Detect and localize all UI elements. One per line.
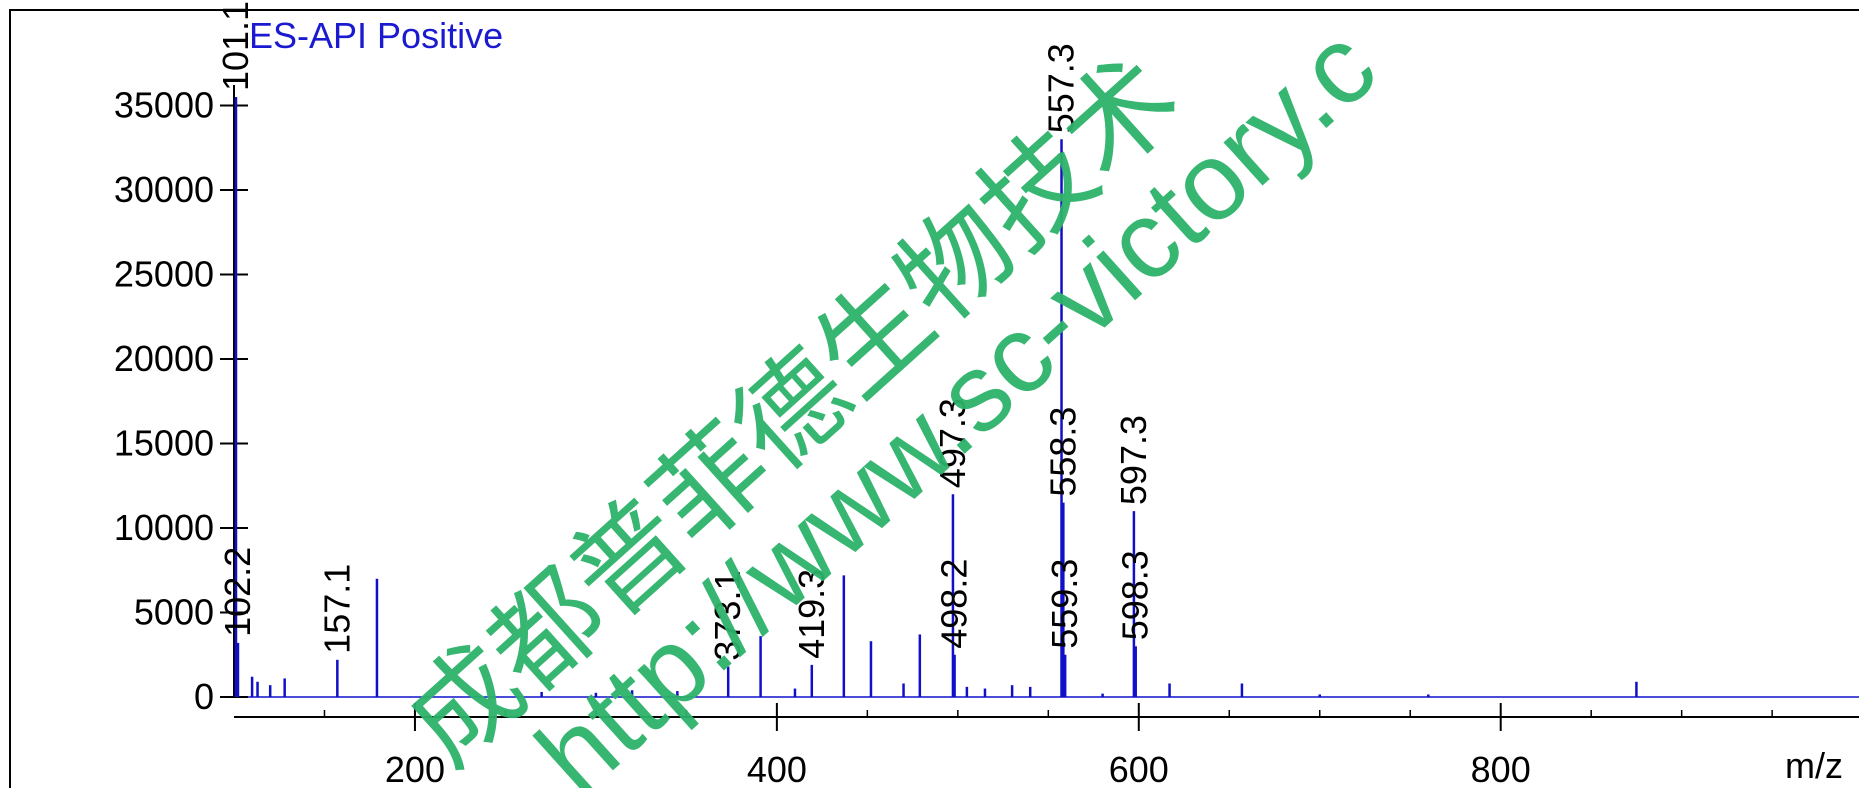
watermark: http://www.sc-victory.c	[514, 4, 1399, 788]
x-tick-label: 800	[1471, 749, 1531, 788]
peak-label: 557.3	[1041, 43, 1082, 133]
y-tick-label: 5000	[134, 592, 214, 633]
peak-label: 102.2	[217, 547, 258, 637]
peak-label: 419.3	[791, 569, 832, 659]
peak-label: 559.3	[1044, 559, 1085, 649]
peak-label: 497.3	[932, 398, 973, 488]
x-axis-label: m/z	[1785, 745, 1843, 786]
frame	[9, 9, 1859, 788]
peak-label: 498.2	[934, 559, 975, 649]
peak-label: 597.3	[1113, 415, 1154, 505]
peak-label: 157.1	[316, 564, 357, 654]
y-tick-label: 15000	[114, 423, 214, 464]
x-tick-label: 400	[747, 749, 807, 788]
peak-label: 598.3	[1115, 550, 1156, 640]
y-tick-label: 20000	[114, 338, 214, 379]
x-tick-label: 200	[385, 749, 445, 788]
y-tick-label: 25000	[114, 254, 214, 295]
chart-title: ES-API Positive	[249, 15, 503, 56]
peak-label: 101.1	[215, 1, 256, 91]
x-tick-label: 600	[1109, 749, 1169, 788]
peak-label: 373.1	[707, 570, 748, 660]
peak-label: 558.3	[1042, 407, 1083, 497]
y-tick-label: 0	[194, 676, 214, 717]
y-tick-label: 35000	[114, 85, 214, 126]
y-tick-label: 30000	[114, 169, 214, 210]
y-tick-label: 10000	[114, 507, 214, 548]
